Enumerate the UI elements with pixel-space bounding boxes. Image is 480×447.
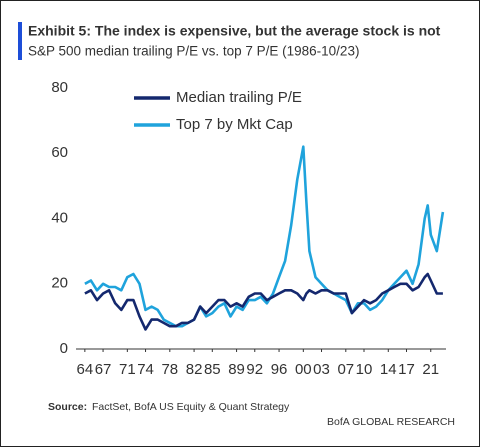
footer: BofA GLOBAL RESEARCH xyxy=(327,416,455,428)
x-tick-label: 07 xyxy=(337,361,354,378)
x-tick-label: 74 xyxy=(137,361,154,378)
x-tick-label: 14 xyxy=(380,361,397,378)
chart-title: Exhibit 5: The index is expensive, but t… xyxy=(28,23,441,39)
x-tick-label: 67 xyxy=(95,361,112,378)
legend-label: Median trailing P/E xyxy=(176,89,302,106)
x-tick-label: 85 xyxy=(204,361,221,378)
x-tick-label: 82 xyxy=(186,361,203,378)
x-tick-label: 96 xyxy=(271,361,288,378)
x-tick-label: 10 xyxy=(356,361,373,378)
legend-label: Top 7 by Mkt Cap xyxy=(176,116,293,133)
x-tick-label: 78 xyxy=(161,361,178,378)
x-tick-label: 17 xyxy=(398,361,415,378)
source-label: Source: xyxy=(48,401,87,413)
x-tick-label: 21 xyxy=(422,361,439,378)
x-tick-label: 89 xyxy=(228,361,245,378)
x-tick-label: 64 xyxy=(77,361,94,378)
y-tick-label: 0 xyxy=(60,340,68,357)
chart-subtitle: S&P 500 median trailing P/E vs. top 7 P/… xyxy=(28,44,359,59)
x-tick-label: 00 xyxy=(295,361,312,378)
y-tick-label: 60 xyxy=(51,144,68,161)
x-tick-label: 71 xyxy=(119,361,136,378)
x-tick-label: 03 xyxy=(313,361,330,378)
y-tick-label: 40 xyxy=(51,209,68,226)
y-tick-label: 80 xyxy=(51,79,68,96)
source: FactSet, BofA US Equity & Quant Strategy xyxy=(92,401,290,413)
y-tick-label: 20 xyxy=(51,275,68,292)
series-line xyxy=(84,272,443,331)
x-tick-label: 92 xyxy=(246,361,263,378)
title-accent xyxy=(18,22,22,60)
